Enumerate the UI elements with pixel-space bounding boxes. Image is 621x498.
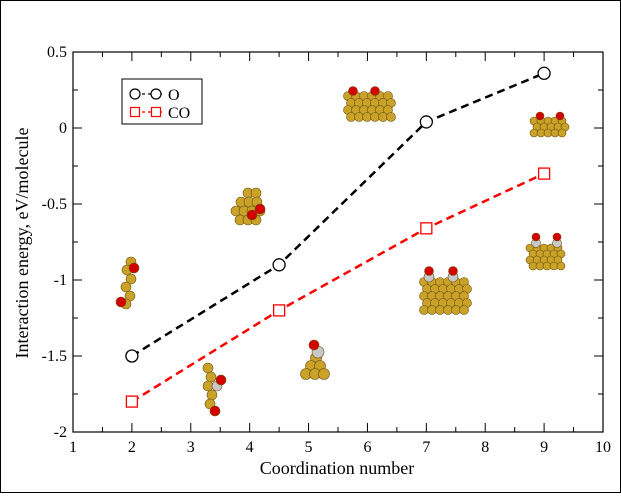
atom-icon xyxy=(552,232,562,242)
x-tick-label: 1 xyxy=(69,439,77,456)
atom-icon xyxy=(459,305,469,315)
atom-icon xyxy=(205,371,217,383)
x-tick-label: 8 xyxy=(481,439,489,456)
chain-cluster-co-icon xyxy=(202,362,227,417)
atom-icon xyxy=(348,86,358,96)
pyramid-cluster-o-icon xyxy=(230,187,266,226)
data-point-co xyxy=(272,304,286,317)
atom-icon xyxy=(254,203,266,215)
x-tick-label: 6 xyxy=(363,439,371,456)
atom-icon xyxy=(556,261,566,271)
x-axis-label: Coordination number xyxy=(260,458,414,478)
data-point-co xyxy=(125,395,139,408)
atom-icon xyxy=(451,305,461,315)
axes-layer: 1 2 3 4 5 6 7 8 9 10 0.5 0 -0.5 -1 -1.5 -2 xyxy=(42,44,611,456)
atom-icon xyxy=(370,112,380,122)
y-tick-label: -0.5 xyxy=(42,196,67,213)
chain-cluster-o-icon xyxy=(115,256,140,310)
atom-icon xyxy=(209,405,221,417)
series-line-o xyxy=(131,72,545,358)
legend: OCO xyxy=(121,78,203,125)
atom-icon xyxy=(318,368,330,380)
atom-icon xyxy=(555,111,565,121)
atom-icon xyxy=(443,305,453,315)
y-tick-label: -1 xyxy=(54,272,67,289)
data-point-co xyxy=(537,167,551,180)
y-tick-label: 0.5 xyxy=(47,44,67,61)
legend-label-o: O xyxy=(168,87,180,104)
atom-icon xyxy=(370,86,380,96)
small-slab-cluster-co-icon xyxy=(525,232,566,271)
series-line-co xyxy=(131,172,545,403)
atom-icon xyxy=(378,112,388,122)
cluster-illustrations xyxy=(115,86,570,417)
small-slab-cluster-o-icon xyxy=(529,111,570,138)
atom-icon xyxy=(531,232,541,242)
x-tick-label: 2 xyxy=(128,439,136,456)
atom-icon xyxy=(346,112,356,122)
legend-label-co: CO xyxy=(168,105,190,122)
atom-icon xyxy=(308,339,320,351)
slab-cluster-o-icon xyxy=(343,86,396,122)
data-point-co xyxy=(420,222,433,235)
legend-marker-o xyxy=(129,88,141,100)
data-point-o xyxy=(272,258,286,272)
atom-icon xyxy=(215,374,227,386)
x-tick-label: 3 xyxy=(187,439,195,456)
x-tick-label: 7 xyxy=(422,439,430,456)
x-tick-label: 10 xyxy=(595,439,611,456)
atom-icon xyxy=(120,281,132,293)
atom-icon xyxy=(246,209,258,221)
atom-icon xyxy=(419,305,429,315)
atom-icon xyxy=(125,273,137,285)
atom-icon xyxy=(424,266,434,276)
atom-icon xyxy=(206,389,218,401)
x-tick-label: 5 xyxy=(305,439,313,456)
atom-icon xyxy=(115,296,127,308)
atom-icon xyxy=(435,305,445,315)
atom-icon xyxy=(427,305,437,315)
x-tick-label: 4 xyxy=(246,439,254,456)
data-point-o xyxy=(537,66,551,80)
x-tick-label: 9 xyxy=(540,439,548,456)
atom-icon xyxy=(557,128,567,138)
y-tick-label: -2 xyxy=(54,424,67,441)
legend-marker-o xyxy=(150,88,162,100)
data-point-o xyxy=(419,115,433,129)
y-tick-label: -1.5 xyxy=(42,348,67,365)
atom-icon xyxy=(362,112,372,122)
data-point-o xyxy=(125,349,139,363)
atom-icon xyxy=(354,112,364,122)
atom-icon xyxy=(448,266,458,276)
atom-icon xyxy=(386,112,396,122)
series-layer xyxy=(125,66,551,408)
legend-marker-co xyxy=(150,106,162,118)
atom-icon xyxy=(535,111,545,121)
legend-marker-co xyxy=(129,106,141,118)
atom-icon xyxy=(128,262,140,274)
slab-cluster-co-icon xyxy=(419,266,472,315)
atom-icon xyxy=(202,362,214,374)
atom-icon xyxy=(202,380,214,392)
y-axis-label: Interaction energy, eV/molecule xyxy=(12,128,32,359)
atom-icon xyxy=(250,187,262,199)
pyramid-cluster-co-icon xyxy=(300,339,330,380)
y-tick-label: 0 xyxy=(59,120,67,137)
